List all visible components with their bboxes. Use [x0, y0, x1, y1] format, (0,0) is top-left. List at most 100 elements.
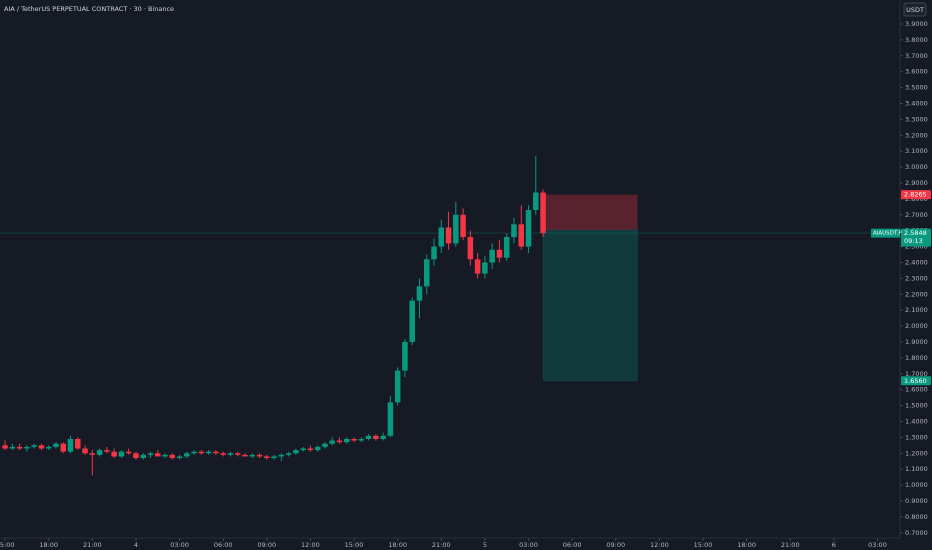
x-tick-label: 03:00 [519, 541, 538, 549]
x-tick-label: 12:00 [301, 541, 320, 549]
candle-body [89, 453, 96, 455]
candle-body [445, 227, 452, 244]
y-tick-label: 3.3000 [905, 115, 928, 123]
last-price-tag-bg [901, 228, 931, 247]
y-tick-label: 0.7000 [905, 529, 928, 537]
candle-body [140, 454, 146, 459]
y-tick-label: 1.8000 [905, 354, 928, 362]
candle-body [344, 438, 350, 443]
candle-body [525, 210, 532, 247]
candle-body [511, 224, 517, 238]
x-tick-label: 09:00 [606, 541, 625, 549]
y-tick-label: 1.7000 [905, 370, 928, 378]
candle-body [242, 454, 248, 457]
x-tick-label: 5 [483, 541, 487, 549]
candle-body [373, 435, 379, 439]
candle-body [431, 246, 437, 260]
candle-body [75, 438, 81, 449]
x-tick-label: 4 [134, 541, 138, 549]
y-tick-label: 2.9000 [905, 179, 928, 187]
x-tick-label: 21:00 [83, 541, 102, 549]
y-tick-label: 3.6000 [905, 68, 928, 76]
target-price-tag-bg [901, 376, 931, 386]
stop-price-tag-bg [901, 190, 931, 200]
candle-body [176, 456, 183, 459]
x-tick-label: 18:00 [737, 541, 756, 549]
y-tick-label: 2.3000 [905, 274, 928, 282]
y-tick-label: 1.3000 [905, 433, 928, 441]
candle-body [351, 438, 357, 441]
candle-body [416, 286, 423, 301]
x-tick-label: 03:00 [170, 541, 189, 549]
y-tick-label: 2.0000 [905, 322, 928, 330]
candle-body [329, 440, 335, 444]
candle-body [227, 453, 234, 455]
candle-body [53, 443, 59, 447]
candle-body [365, 435, 372, 439]
candle-body [438, 227, 445, 247]
y-tick-label: 2.1000 [905, 306, 928, 314]
y-tick-label: 3.8000 [905, 36, 928, 44]
candle-body [474, 259, 481, 274]
y-tick-label: 1.5000 [905, 402, 928, 410]
y-tick-label: 2.2000 [905, 290, 928, 298]
candle-body [111, 451, 117, 457]
last-price-tag: 2.5848 [904, 229, 927, 237]
candle-body [358, 438, 365, 441]
candle-body [133, 453, 139, 459]
x-tick-label: 15:00 [694, 541, 713, 549]
y-tick-label: 3.7000 [905, 52, 928, 60]
candle-body [45, 446, 52, 449]
candle-body [489, 249, 495, 263]
candle-body [184, 453, 190, 457]
x-tick-label: 12:00 [650, 541, 669, 549]
candle-body [118, 451, 125, 457]
target-zone [542, 229, 638, 382]
candle-body [518, 224, 525, 247]
candle-body [154, 453, 161, 457]
candle-body [9, 446, 16, 449]
candle-body [278, 454, 285, 457]
candle-body [307, 448, 314, 451]
currency-label[interactable]: USDT [906, 6, 924, 14]
candle-body [2, 445, 8, 449]
candle-body [453, 214, 459, 244]
candle-body [104, 450, 110, 452]
candle-body [380, 435, 386, 439]
x-tick-label: 06:00 [214, 541, 233, 549]
candle-body [162, 454, 168, 457]
candle-body [460, 214, 466, 238]
x-tick-label: 03:00 [868, 541, 887, 549]
y-tick-label: 3.5000 [905, 84, 928, 92]
candle-body [467, 237, 474, 260]
x-tick-label: 06:00 [563, 541, 582, 549]
candle-body [496, 249, 503, 258]
candle-body [314, 446, 321, 451]
y-tick-label: 3.1000 [905, 147, 928, 155]
currency-button[interactable] [903, 2, 927, 17]
candle-body [82, 448, 88, 454]
candle-body [24, 446, 30, 449]
candle-body [394, 370, 401, 403]
candle-body [38, 445, 45, 449]
x-tick-label: 21:00 [781, 541, 800, 549]
candle-body [198, 451, 205, 454]
candle-body [285, 453, 292, 455]
symbol-tag: AIAUSDT.P [873, 231, 902, 237]
y-tick-label: 1.0000 [905, 481, 928, 489]
y-tick-label: 1.2000 [905, 449, 928, 457]
candle-body [533, 192, 539, 211]
y-tick-label: 3.4000 [905, 99, 928, 107]
stop-zone [543, 194, 638, 230]
candle-body [169, 454, 176, 459]
candle-body [16, 446, 23, 449]
x-tick-label: 21:00 [432, 541, 451, 549]
candle-body [191, 451, 197, 454]
candle-body [256, 454, 263, 457]
candle-body [322, 443, 328, 447]
y-tick-label: 0.9000 [905, 497, 928, 505]
candle-body [293, 450, 299, 454]
x-tick-label: 15:00 [345, 541, 364, 549]
